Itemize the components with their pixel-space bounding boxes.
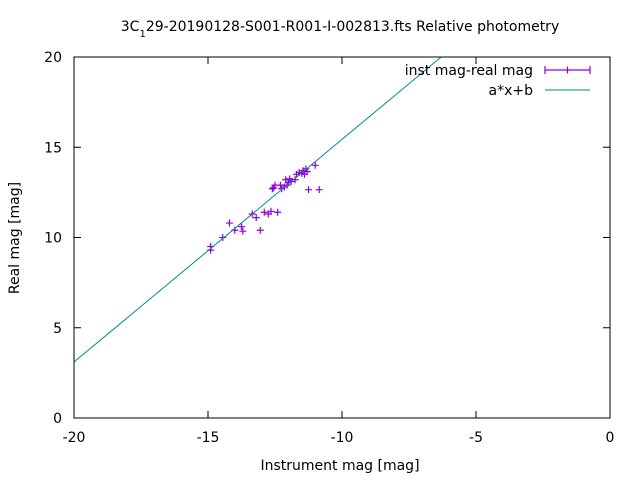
x-axis-label: Instrument mag [mag] <box>260 458 419 474</box>
data-point <box>276 181 284 189</box>
y-tick-label: 0 <box>53 411 62 427</box>
series-group <box>74 57 442 363</box>
x-tick-label: -15 <box>197 430 220 446</box>
data-point <box>256 226 264 234</box>
data-point <box>238 223 245 231</box>
x-tick-label: 0 <box>606 430 615 446</box>
y-axis-label: Real mag [mag] <box>7 182 23 294</box>
data-point <box>260 208 268 216</box>
x-tick-label: -10 <box>331 430 354 446</box>
data-point <box>219 234 227 241</box>
chart-title-main: 3C <box>121 19 140 35</box>
chart-title-subscript: 1 <box>139 29 145 40</box>
data-point <box>315 186 323 194</box>
x-tick-label: -5 <box>469 430 483 446</box>
legend: inst mag-real mag a*x+b <box>405 63 591 99</box>
data-point <box>252 214 260 222</box>
legend-label-series-1: inst mag-real mag <box>405 63 533 79</box>
x-tick-label: -20 <box>63 430 86 446</box>
data-point <box>267 207 275 215</box>
y-tick-label: 15 <box>44 140 62 156</box>
legend-label-series-2: a*x+b <box>489 83 534 99</box>
plot-frame <box>73 56 611 419</box>
data-point <box>270 184 278 192</box>
fit-line <box>74 57 442 363</box>
plot-layer: -20 -15 -10 -5 0 0 5 10 15 20 <box>44 50 614 446</box>
y-tick-label: 5 <box>53 321 62 337</box>
data-point <box>239 227 247 235</box>
chart-title-rest: 29-20190128-S001-R001-I-002813.fts Relat… <box>146 19 559 35</box>
data-point <box>311 161 319 169</box>
chart-title: 3C129-20190128-S001-R001-I-002813.fts Re… <box>121 19 559 40</box>
data-point <box>303 168 311 176</box>
y-tick-label: 10 <box>44 231 62 247</box>
data-point <box>274 208 282 216</box>
data-point <box>305 186 312 194</box>
legend-sample-series-1 <box>544 66 591 74</box>
data-point <box>268 185 276 193</box>
data-point <box>225 219 233 227</box>
y-tick-label: 20 <box>44 50 62 66</box>
